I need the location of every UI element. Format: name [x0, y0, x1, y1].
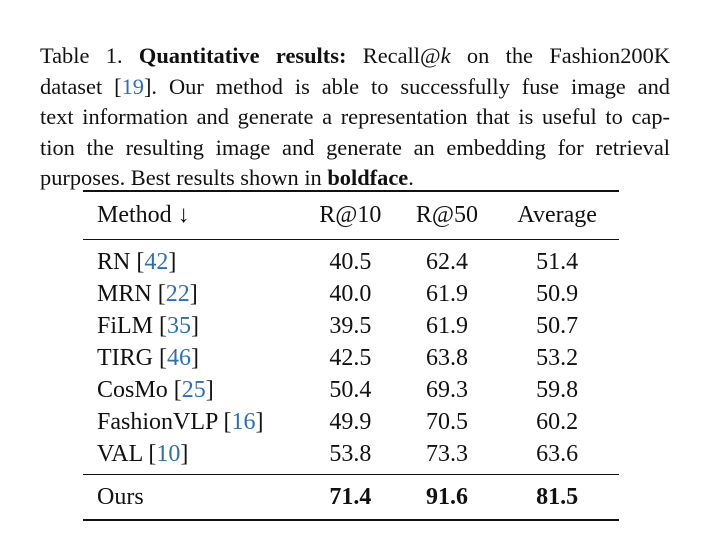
- r50-cell: 69.3: [425, 376, 468, 403]
- header-average: Average: [517, 202, 597, 228]
- results-table: Method ↓ R@10 R@50 Average RN [42] 40.5 …: [83, 190, 619, 521]
- table-row: FashionVLP [16] 49.9 70.5 60.2: [83, 406, 619, 438]
- method-cell: TIRG [46]: [97, 344, 199, 371]
- method-name: RN: [97, 248, 131, 275]
- r50-cell-best: 91.6: [425, 483, 468, 510]
- caption-text: dataset [: [40, 73, 122, 99]
- caption-text: .: [408, 165, 414, 190]
- caption-line-5: purposes. Best results shown in boldface…: [40, 163, 670, 194]
- method-name: Ours: [97, 483, 144, 510]
- r50-cell: 62.4: [425, 248, 468, 275]
- citation-link[interactable]: 35: [167, 312, 192, 339]
- caption-bold-title: Quantitative results:: [138, 43, 347, 68]
- table-body-ours: Ours 71.4 91.6 81.5: [83, 474, 619, 520]
- method-cell: CosMo [25]: [97, 376, 214, 403]
- method-name: VAL: [97, 440, 143, 467]
- average-cell: 63.6: [536, 440, 579, 467]
- caption-k-symbol: k: [440, 43, 451, 68]
- average-cell: 60.2: [536, 408, 579, 435]
- r10-cell: 39.5: [329, 312, 372, 339]
- caption-line-2: dataset [19]. Our method is able to succ…: [40, 72, 670, 103]
- header-r10: R@10: [319, 202, 382, 228]
- r50-cell: 70.5: [425, 408, 468, 435]
- citation-link[interactable]: 22: [165, 280, 190, 307]
- citation-link[interactable]: 16: [231, 408, 256, 435]
- caption-text: purposes. Best results shown in: [40, 165, 328, 190]
- method-name: FiLM: [97, 312, 154, 339]
- method-name: MRN: [97, 280, 152, 307]
- r10-cell: 53.8: [329, 440, 372, 467]
- method-name: FashionVLP: [97, 408, 218, 435]
- citation-link[interactable]: 10: [156, 440, 181, 467]
- table-caption: Table 1. Quantitative results: Recall@k …: [40, 41, 670, 194]
- header-r50: R@50: [415, 202, 479, 228]
- r10-cell: 49.9: [329, 408, 372, 435]
- method-cell: FashionVLP [16]: [97, 408, 264, 435]
- table-body: RN [42] 40.5 62.4 51.4 MRN [22] 40.0 61.…: [83, 240, 619, 475]
- method-name: CosMo: [97, 376, 168, 403]
- caption-line-4: tion the resulting image and generate an…: [40, 134, 670, 160]
- r10-cell: 50.4: [329, 376, 372, 403]
- r50-cell: 61.9: [425, 312, 468, 339]
- table-row: VAL [10] 53.8 73.3 63.6: [83, 438, 619, 475]
- table-row: TIRG [46] 42.5 63.8 53.2: [83, 342, 619, 374]
- table-row: MRN [22] 40.0 61.9 50.9: [83, 278, 619, 310]
- citation-link[interactable]: 25: [181, 376, 206, 403]
- caption-dataset-text: on the Fashion200K: [450, 43, 670, 68]
- average-cell: 51.4: [536, 248, 579, 275]
- caption-boldface-word: boldface: [327, 165, 409, 190]
- citation-link[interactable]: 46: [167, 344, 191, 371]
- r50-cell: 73.3: [425, 440, 468, 467]
- method-name: TIRG: [97, 344, 153, 371]
- caption-line-1: Table 1. Quantitative results: Recall@k …: [40, 41, 670, 72]
- r10-cell-best: 71.4: [329, 483, 372, 510]
- r50-cell: 61.9: [425, 280, 468, 307]
- citation-link[interactable]: 19: [121, 73, 144, 99]
- r10-cell: 40.0: [329, 280, 372, 307]
- table-row: FiLM [35] 39.5 61.9 50.7: [83, 310, 619, 342]
- average-cell: 50.7: [536, 312, 579, 339]
- average-cell: 50.9: [536, 280, 579, 307]
- citation-link[interactable]: 42: [144, 248, 169, 275]
- table-row: RN [42] 40.5 62.4 51.4: [83, 240, 619, 279]
- method-cell: RN [42]: [97, 248, 177, 275]
- average-cell-best: 81.5: [536, 483, 579, 510]
- table-row-ours: Ours 71.4 91.6 81.5: [83, 474, 619, 520]
- header-method: Method ↓: [97, 202, 190, 228]
- r50-cell: 63.8: [425, 344, 468, 371]
- table-header-row: Method ↓ R@10 R@50 Average: [83, 191, 619, 240]
- method-cell: FiLM [35]: [97, 312, 200, 339]
- method-cell: VAL [10]: [97, 440, 189, 467]
- table-row: CosMo [25] 50.4 69.3 59.8: [83, 374, 619, 406]
- caption-text: ]. Our method is able to successfully fu…: [143, 73, 670, 99]
- method-cell: MRN [22]: [97, 280, 198, 307]
- average-cell: 59.8: [536, 376, 579, 403]
- r10-cell: 42.5: [329, 344, 372, 371]
- r10-cell: 40.5: [329, 248, 372, 275]
- caption-line-3: text information and generate a represen…: [40, 104, 670, 129]
- average-cell: 53.2: [536, 344, 579, 371]
- caption-table-number: Table 1.: [40, 43, 139, 68]
- caption-recall-text: Recall@: [346, 43, 441, 68]
